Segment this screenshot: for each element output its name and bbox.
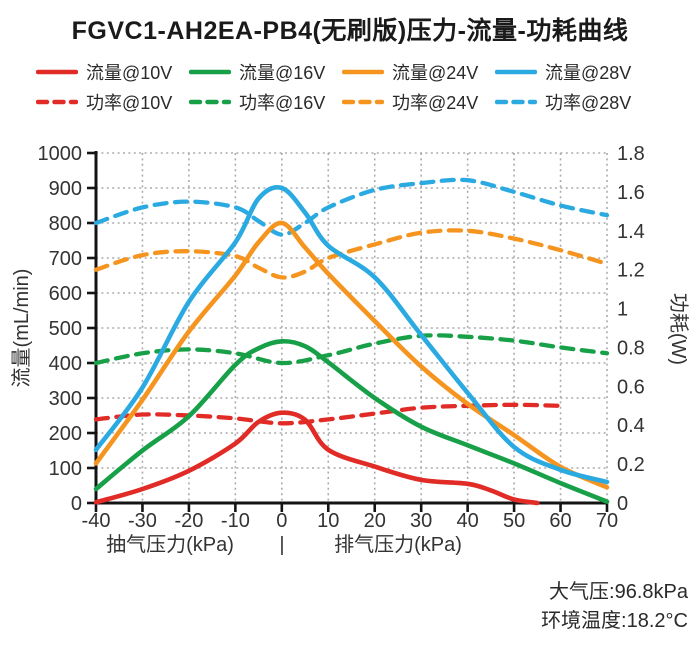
x-tick-label: -20 xyxy=(174,510,203,532)
y-right-axis-label: 功耗(W) xyxy=(667,293,690,365)
x-tick-label: 60 xyxy=(549,510,571,532)
series-功率@28V xyxy=(93,177,610,237)
x-axis-label-separator: | xyxy=(279,534,284,556)
tick-layer: -40 -30 -20 -10 0 10 20 30 40 50 60 701000900800700… xyxy=(38,143,645,532)
series-功率@10V xyxy=(93,402,563,426)
legend-swatch-line-icon xyxy=(189,69,231,75)
y-left-tick-label: 300 xyxy=(49,388,82,410)
y-left-tick-label: 0 xyxy=(71,493,82,515)
legend-label: 流量@24V xyxy=(392,63,479,83)
y-right-tick-label: 0.2 xyxy=(617,454,645,476)
legend-item-flow-28v: 流量@28V xyxy=(495,59,648,85)
y-left-tick-label: 900 xyxy=(49,178,82,200)
series-功率@16V xyxy=(93,333,610,366)
series-流量@16V xyxy=(93,338,610,504)
y-left-tick-label: 400 xyxy=(49,353,82,375)
test-conditions: 大气压:96.8kPa 环境温度:18.2°C xyxy=(541,578,688,636)
legend-label: 功率@16V xyxy=(239,93,326,113)
y-left-tick-label: 700 xyxy=(49,248,82,270)
legend-swatch-dashed-line-icon xyxy=(189,99,231,105)
legend-item-flow-10v: 流量@10V xyxy=(36,59,189,85)
ambient-temp-note: 环境温度:18.2°C xyxy=(541,610,688,632)
y-left-tick-label: 500 xyxy=(49,318,82,340)
y-left-tick-label: 600 xyxy=(49,283,82,305)
x-tick-label: -40 xyxy=(82,510,111,532)
series-流量@24V xyxy=(93,220,610,490)
x-tick-label: 0 xyxy=(276,510,287,532)
x-tick-label: -10 xyxy=(221,510,250,532)
legend-item-power-16v: 功率@16V xyxy=(189,89,342,115)
legend-label: 流量@28V xyxy=(545,63,632,83)
legend-item-power-10v: 功率@10V xyxy=(36,89,189,115)
series-layer xyxy=(93,177,610,506)
legend-swatch-dashed-line-icon xyxy=(495,99,537,105)
y-right-tick-label: 1.6 xyxy=(617,182,645,204)
legend-item-power-28v: 功率@28V xyxy=(495,89,648,115)
y-left-tick-label: 200 xyxy=(49,423,82,445)
series-功率@24V xyxy=(93,228,610,280)
x-tick-label: 50 xyxy=(503,510,525,532)
legend-label: 功率@28V xyxy=(545,93,632,113)
legend-swatch-line-icon xyxy=(36,69,78,75)
legend-label: 功率@10V xyxy=(86,93,173,113)
y-right-tick-label: 0 xyxy=(617,493,628,515)
y-right-tick-label: 0.8 xyxy=(617,337,645,359)
legend-swatch-line-icon xyxy=(342,69,384,75)
legend-swatch-dashed-line-icon xyxy=(342,99,384,105)
legend: 流量@10V 流量@16V 流量@24V 流量@28V 功率@10V 功率@16… xyxy=(36,59,648,115)
series-流量@10V xyxy=(93,410,540,506)
x-tick-label: 70 xyxy=(596,510,618,532)
y-right-tick-label: 1.2 xyxy=(617,260,645,282)
atm-pressure-note: 大气压:96.8kPa xyxy=(549,581,688,603)
x-tick-label: 20 xyxy=(364,510,386,532)
y-left-axis-label: 流量(mL/min) xyxy=(10,269,33,388)
y-left-tick-label: 800 xyxy=(49,213,82,235)
x-tick-label: 10 xyxy=(317,510,339,532)
chart-title: FGVC1-AH2EA-PB4(无刷版)压力-流量-功耗曲线 xyxy=(71,17,629,45)
legend-item-flow-24v: 流量@24V xyxy=(342,59,495,85)
legend-item-flow-16v: 流量@16V xyxy=(189,59,342,85)
x-tick-label: -30 xyxy=(128,510,157,532)
legend-label: 流量@10V xyxy=(86,63,173,83)
y-right-tick-label: 1.8 xyxy=(617,143,645,165)
y-right-tick-label: 0.6 xyxy=(617,376,645,398)
y-left-tick-label: 100 xyxy=(49,458,82,480)
legend-swatch-dashed-line-icon xyxy=(36,99,78,105)
legend-swatch-line-icon xyxy=(495,69,537,75)
y-right-tick-label: 1.4 xyxy=(617,221,645,243)
series-流量@28V xyxy=(93,185,610,485)
y-right-tick-label: 1 xyxy=(617,299,628,321)
legend-label: 流量@16V xyxy=(239,63,326,83)
x-axis-label-discharge: 排气压力(kPa) xyxy=(334,533,462,556)
x-axis-label-suction: 抽气压力(kPa) xyxy=(106,533,234,556)
x-tick-label: 30 xyxy=(410,510,432,532)
y-right-tick-label: 0.4 xyxy=(617,415,645,437)
y-left-tick-label: 1000 xyxy=(38,143,83,165)
x-tick-label: 40 xyxy=(457,510,479,532)
legend-label: 功率@24V xyxy=(392,93,479,113)
grid-layer xyxy=(96,152,608,503)
legend-item-power-24v: 功率@24V xyxy=(342,89,495,115)
